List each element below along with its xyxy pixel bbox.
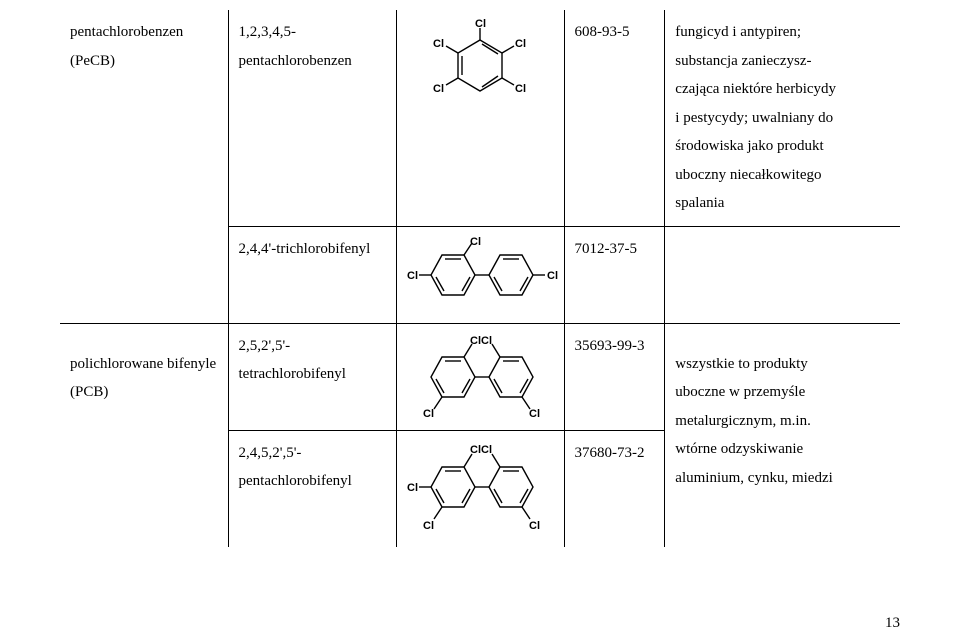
svg-text:Cl: Cl — [515, 38, 526, 50]
svg-text:Cl: Cl — [475, 18, 486, 30]
cell-cas-tcb: 7012-37-5 — [564, 226, 665, 323]
text: (PCB) — [70, 378, 218, 407]
page-number: 13 — [885, 615, 900, 632]
cell-mol-penta: Cl Cl Cl Cl Cl — [396, 430, 564, 547]
cell-cas-penta: 37680-73-2 — [564, 430, 665, 547]
text: tetrachlorobifenyl — [239, 360, 386, 389]
main-table: pentachlorobenzen (PeCB) 1,2,3,4,5- pent… — [60, 10, 900, 547]
svg-text:Cl: Cl — [407, 482, 418, 494]
molecule-tetrachlorobiphenyl: Cl Cl Cl Cl — [407, 332, 567, 422]
text: pentachlorobenzen — [239, 47, 386, 76]
text: 7012-37-5 — [575, 241, 638, 257]
text: 2,5,2',5'- — [239, 332, 386, 361]
cell-mol-tetra: Cl Cl Cl Cl — [396, 323, 564, 430]
text: (PeCB) — [70, 47, 218, 76]
text: uboczny niecałkowitego — [675, 161, 890, 190]
text: 608-93-5 — [575, 24, 630, 40]
svg-text:Cl: Cl — [423, 408, 434, 420]
text: wtórne odzyskiwanie — [675, 435, 890, 464]
cell-mol-pecb: Cl Cl Cl Cl Cl — [396, 10, 564, 226]
text: aluminium, cynku, miedzi — [675, 464, 890, 493]
cell-iupac-penta: 2,4,5,2',5'- pentachlorobifenyl — [228, 430, 396, 547]
molecule-pentachlorobiphenyl: Cl Cl Cl Cl Cl — [407, 439, 567, 539]
table-row: pentachlorobenzen (PeCB) 1,2,3,4,5- pent… — [60, 10, 900, 226]
cell-iupac-tcb: 2,4,4'-trichlorobifenyl — [228, 226, 396, 323]
svg-text:Cl: Cl — [481, 335, 492, 347]
svg-text:Cl: Cl — [481, 444, 492, 456]
molecule-pentachlorobenzene: Cl Cl Cl Cl Cl — [420, 18, 540, 128]
text: polichlorowane bifenyle — [70, 350, 218, 379]
text: uboczne w przemyśle — [675, 378, 890, 407]
text: substancja zanieczysz- — [675, 47, 890, 76]
cell-mol-tcb: Cl Cl Cl — [396, 226, 564, 323]
cell-name-pecb: pentachlorobenzen (PeCB) — [60, 10, 228, 323]
text: 1,2,3,4,5- — [239, 18, 386, 47]
text: czająca niektóre herbicydy — [675, 75, 890, 104]
svg-text:Cl: Cl — [423, 520, 434, 532]
cell-empty — [665, 226, 900, 323]
cell-cas-tetra: 35693-99-3 — [564, 323, 665, 430]
cell-cas-pecb: 608-93-5 — [564, 10, 665, 226]
svg-text:Cl: Cl — [407, 270, 418, 282]
svg-text:Cl: Cl — [433, 38, 444, 50]
text: spalania — [675, 189, 890, 218]
cell-desc-pcb: wszystkie to produkty uboczne w przemyśl… — [665, 323, 900, 547]
svg-text:Cl: Cl — [470, 335, 481, 347]
text: 2,4,5,2',5'- — [239, 439, 386, 468]
text: 37680-73-2 — [575, 445, 645, 461]
text: wszystkie to produkty — [675, 350, 890, 379]
text: środowiska jako produkt — [675, 132, 890, 161]
text: 2,4,4'-trichlorobifenyl — [239, 235, 386, 264]
svg-text:Cl: Cl — [529, 520, 540, 532]
text: metalurgicznym, m.in. — [675, 407, 890, 436]
svg-text:Cl: Cl — [433, 83, 444, 95]
svg-text:Cl: Cl — [470, 444, 481, 456]
cell-desc-pecb: fungicyd i antypiren; substancja zaniecz… — [665, 10, 900, 226]
cell-iupac-pecb: 1,2,3,4,5- pentachlorobenzen — [228, 10, 396, 226]
svg-text:Cl: Cl — [515, 83, 526, 95]
text: pentachlorobenzen — [70, 18, 218, 47]
cell-iupac-tetra: 2,5,2',5'- tetrachlorobifenyl — [228, 323, 396, 430]
svg-text:Cl: Cl — [547, 270, 558, 282]
text: i pestycydy; uwalniany do — [675, 104, 890, 133]
cell-name-pcb: polichlorowane bifenyle (PCB) — [60, 323, 228, 547]
svg-text:Cl: Cl — [470, 236, 481, 248]
text: fungicyd i antypiren; — [675, 18, 890, 47]
molecule-trichlorobiphenyl: Cl Cl Cl — [407, 235, 567, 315]
svg-text:Cl: Cl — [529, 408, 540, 420]
text: 35693-99-3 — [575, 338, 645, 354]
table-row: polichlorowane bifenyle (PCB) 2,5,2',5'-… — [60, 323, 900, 430]
text: pentachlorobifenyl — [239, 467, 386, 496]
page: pentachlorobenzen (PeCB) 1,2,3,4,5- pent… — [0, 0, 960, 640]
